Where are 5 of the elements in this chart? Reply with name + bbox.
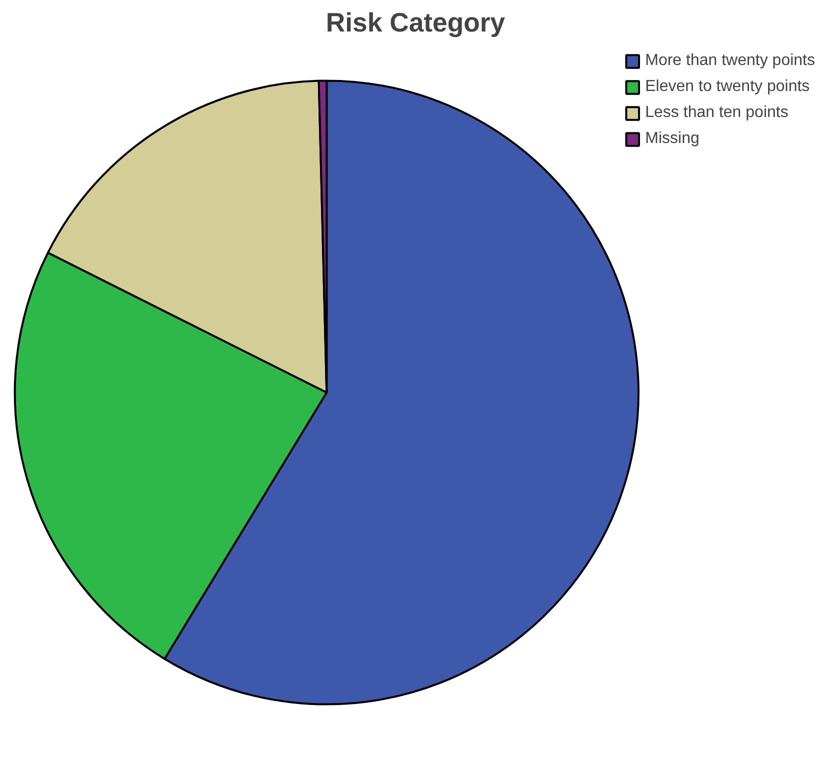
chart-title: Risk Category bbox=[326, 8, 506, 38]
legend-label: Eleven to twenty points bbox=[645, 78, 810, 96]
legend-label: Less than ten points bbox=[645, 104, 788, 122]
legend-label: Missing bbox=[645, 130, 700, 148]
legend-label: More than twenty points bbox=[645, 52, 815, 70]
